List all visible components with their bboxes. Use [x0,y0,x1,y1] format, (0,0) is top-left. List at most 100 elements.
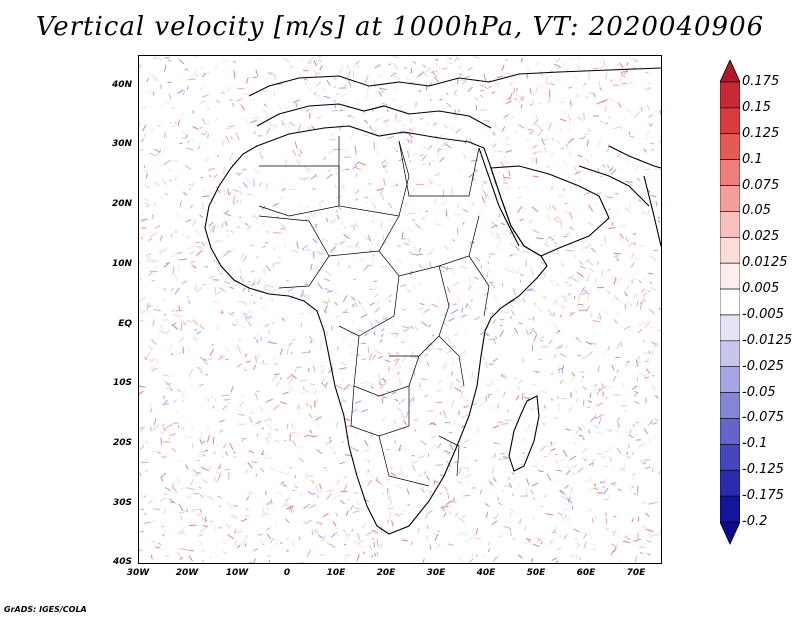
velocity-stroke [463,494,471,497]
velocity-stroke [227,236,230,238]
velocity-stroke [180,515,182,521]
velocity-stroke [639,299,646,305]
velocity-stroke [495,244,501,250]
velocity-stroke [177,551,183,560]
velocity-stroke [584,240,587,244]
velocity-stroke [556,284,559,286]
velocity-stroke [441,68,448,70]
velocity-stroke [237,87,245,90]
velocity-stroke [546,206,549,211]
velocity-stroke [242,394,245,399]
velocity-stroke [327,518,330,521]
velocity-stroke [579,557,582,560]
velocity-stroke [482,180,486,185]
velocity-stroke [645,512,650,517]
velocity-stroke [533,118,539,126]
velocity-stroke [584,95,589,99]
velocity-stroke [401,325,409,329]
velocity-stroke [604,478,607,485]
velocity-stroke [507,409,509,413]
velocity-stroke [436,69,438,73]
velocity-stroke [450,381,454,385]
colorbar-cell [720,469,740,497]
velocity-stroke [414,226,418,229]
velocity-stroke [417,455,426,459]
velocity-stroke [298,177,306,182]
velocity-stroke [510,236,514,238]
velocity-stroke [585,158,590,163]
velocity-stroke [568,118,571,125]
velocity-stroke [403,202,410,207]
velocity-stroke [555,241,557,247]
velocity-stroke [221,394,230,397]
velocity-stroke [308,413,313,419]
velocity-stroke [652,374,655,377]
velocity-stroke [510,431,515,436]
velocity-stroke [566,231,569,238]
velocity-stroke [225,451,229,456]
velocity-stroke [143,296,147,299]
velocity-stroke [140,319,143,322]
velocity-stroke [273,439,280,443]
velocity-stroke [582,437,585,441]
velocity-stroke [622,540,631,544]
velocity-stroke [651,467,654,472]
velocity-stroke [170,233,173,238]
velocity-stroke [563,160,569,167]
velocity-stroke [454,512,459,518]
velocity-stroke [431,70,438,78]
velocity-stroke [564,299,567,302]
velocity-stroke [158,124,161,127]
velocity-stroke [148,305,152,308]
velocity-stroke [582,424,587,430]
velocity-stroke [651,341,657,345]
velocity-stroke [587,127,591,133]
velocity-stroke [231,161,234,166]
velocity-stroke [559,128,562,131]
india-coast [643,175,661,247]
velocity-stroke [454,461,458,464]
velocity-stroke [211,344,214,346]
velocity-stroke [391,320,395,323]
velocity-stroke [654,436,657,438]
velocity-stroke [338,492,341,498]
velocity-stroke [596,492,603,494]
velocity-stroke [451,269,456,277]
velocity-stroke [201,466,209,472]
velocity-stroke [569,184,572,191]
velocity-stroke [350,321,355,324]
velocity-stroke [233,60,236,64]
velocity-stroke [609,448,611,451]
velocity-stroke [420,488,425,493]
velocity-stroke [355,173,358,178]
velocity-stroke [177,388,181,393]
velocity-stroke [623,291,629,297]
velocity-stroke [543,146,547,153]
velocity-stroke [387,202,393,209]
velocity-stroke [327,150,335,154]
velocity-stroke [161,423,165,427]
velocity-stroke [153,181,160,187]
velocity-stroke [178,336,185,343]
velocity-stroke [468,558,474,563]
velocity-stroke [606,385,614,389]
velocity-stroke [206,398,210,403]
velocity-stroke [253,301,256,305]
velocity-stroke [626,451,629,455]
velocity-stroke [154,224,161,229]
velocity-stroke [452,282,459,287]
velocity-stroke [645,71,649,74]
velocity-stroke [632,424,635,427]
velocity-stroke [592,92,596,98]
velocity-stroke [453,93,458,96]
velocity-stroke [451,361,456,365]
velocity-stroke [247,461,253,469]
velocity-stroke [177,89,184,95]
velocity-stroke [569,311,576,317]
velocity-stroke [147,499,153,504]
velocity-stroke [557,512,563,516]
velocity-stroke [199,214,204,219]
velocity-stroke [382,396,387,399]
velocity-stroke [611,275,616,281]
velocity-stroke [269,341,277,345]
